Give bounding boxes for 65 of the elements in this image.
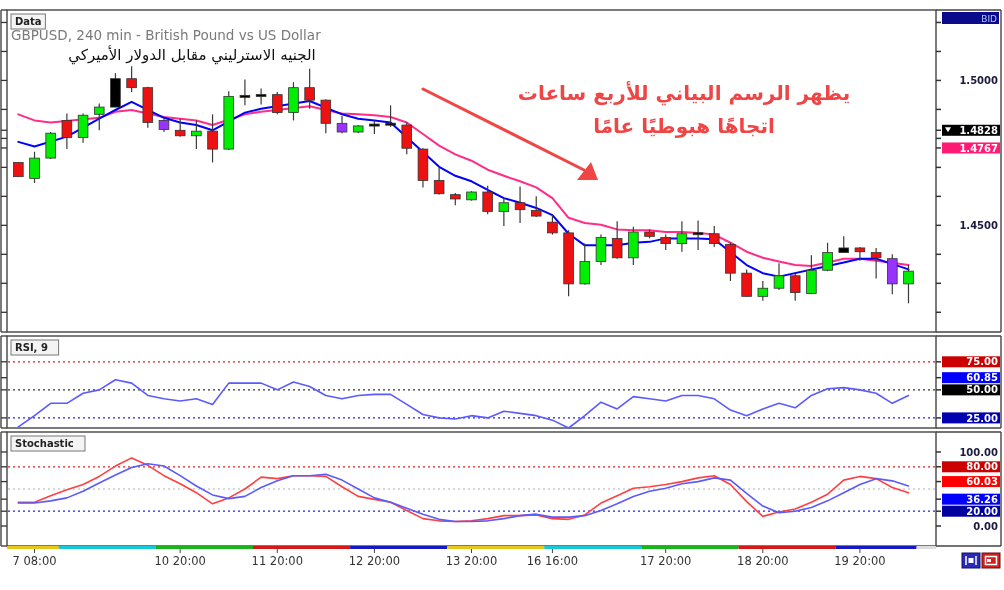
x-tick-label: 16 16:00 <box>526 554 579 568</box>
y-tick-label: 80.00 <box>966 461 999 473</box>
candlestick <box>789 273 801 302</box>
candlestick <box>822 242 833 272</box>
candlestick <box>433 167 445 196</box>
y-tick-label: 0.00 <box>973 520 999 532</box>
candlestick <box>611 220 623 260</box>
text: RSI, 9 <box>15 342 48 353</box>
text: Stochastic <box>15 438 74 449</box>
candlestick <box>61 112 73 150</box>
candlestick <box>579 243 591 286</box>
candlestick <box>741 268 752 297</box>
candlestick <box>854 246 866 262</box>
candlestick <box>29 151 40 184</box>
candlestick <box>207 113 218 164</box>
y-tick-label: 25.00 <box>966 412 999 424</box>
x-tick-label: 10 20:00 <box>154 554 206 568</box>
x-tick-label: 11 20:00 <box>251 554 303 568</box>
candlestick <box>255 87 267 106</box>
text: الجنيه الاسترليني مقابل الدولار الأميركي <box>68 45 316 65</box>
y-tick-label: 1.4767 <box>959 142 999 154</box>
annotation: يظهر الرسم البياني للأربع ساعات اتجاهًا هبوطيًا عامًا <box>517 80 851 138</box>
x-tick-label: 19 20:00 <box>834 554 886 568</box>
candlestick <box>191 119 202 150</box>
y-tick-label: 75.00 <box>966 356 999 368</box>
x-tick-label: 17 20:00 <box>640 554 692 568</box>
y-tick-label: 100.00 <box>959 446 999 458</box>
y-tick-label: 1.4500 <box>959 219 999 231</box>
candlestick <box>870 247 882 279</box>
candlestick <box>77 112 89 144</box>
y-tick-label: 60.03 <box>966 476 999 488</box>
y-tick-label: 20.00 <box>966 505 999 517</box>
candlestick <box>709 225 720 248</box>
candlestick <box>239 78 251 106</box>
y-tick-label: 36.26 <box>966 493 999 505</box>
candlestick <box>126 65 137 93</box>
x-tick-label: 12 20:00 <box>348 554 401 568</box>
candlestick <box>676 220 688 253</box>
text: BID <box>981 14 998 24</box>
candlestick <box>514 185 526 224</box>
x-tick-label: 18 20:00 <box>737 554 789 568</box>
text: GBPUSD, 240 min - British Pound vs US Dollar <box>11 27 322 43</box>
candlestick <box>385 104 396 128</box>
x-tick-label: 13 20:00 <box>445 554 498 568</box>
candlestick <box>692 219 704 251</box>
y-tick-label: 60.85 <box>966 372 999 384</box>
candlestick <box>903 264 914 304</box>
candlestick <box>806 254 817 295</box>
candlestick <box>304 68 315 110</box>
y-tick-label: 50.00 <box>966 384 999 396</box>
candlestick <box>530 195 542 218</box>
candlestick <box>498 197 510 227</box>
candlestick <box>94 103 105 131</box>
candlestick <box>401 121 413 155</box>
candlestick <box>773 262 785 291</box>
candlestick <box>757 280 769 302</box>
candlestick <box>482 185 493 215</box>
line-series <box>17 378 910 429</box>
y-tick-label: 1.5000 <box>959 75 999 87</box>
y-tick-label: 1.4828 <box>959 124 999 136</box>
candlestick <box>320 98 332 134</box>
annotation: Data <box>15 16 42 27</box>
x-tick-label: 7 08:00 <box>12 554 57 568</box>
candlestick <box>547 213 558 236</box>
candlestick <box>272 91 283 115</box>
